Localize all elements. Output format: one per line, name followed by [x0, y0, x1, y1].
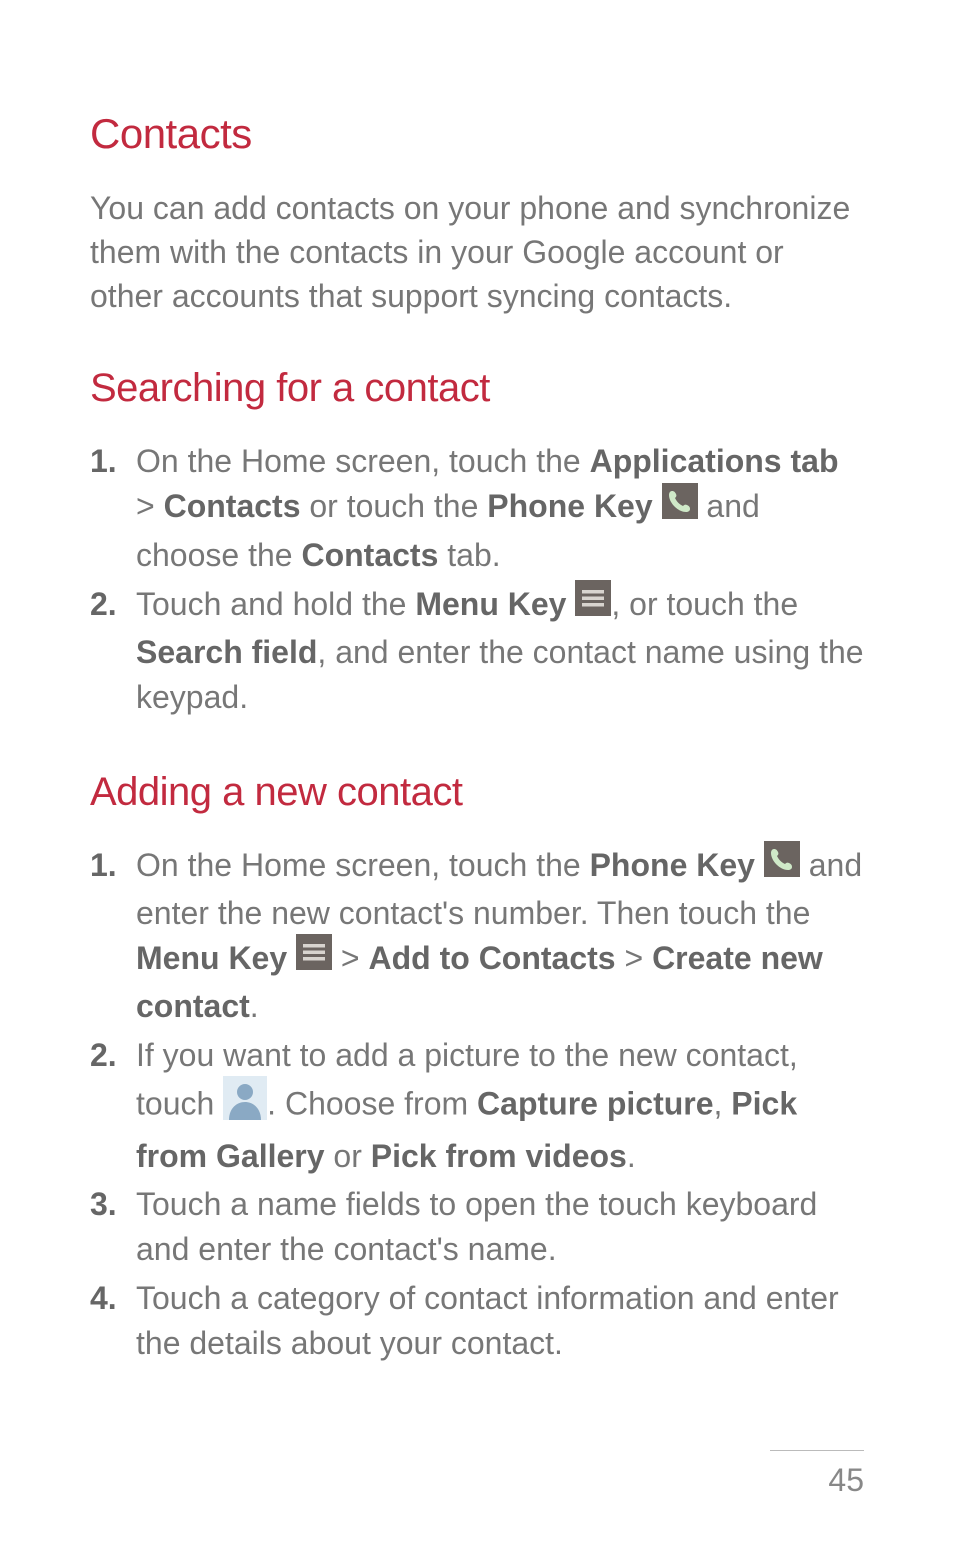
bold-text: Search field: [136, 634, 317, 670]
searching-heading: Searching for a contact: [90, 366, 864, 411]
list-number: 1.: [90, 843, 117, 888]
list-item: 1.On the Home screen, touch the Phone Ke…: [90, 843, 864, 1029]
bold-text: Phone Key: [590, 847, 755, 883]
searching-list: 1.On the Home screen, touch the Applicat…: [90, 439, 864, 719]
bold-text: Pick from videos: [371, 1138, 627, 1174]
phone-icon: [662, 483, 698, 531]
list-number: 2.: [90, 582, 117, 627]
adding-heading: Adding a new contact: [90, 770, 864, 815]
page-divider: [770, 1450, 864, 1451]
list-number: 1.: [90, 439, 117, 484]
bold-text: Contacts: [301, 537, 438, 573]
menu-icon: [575, 580, 611, 628]
bold-text: Add to Contacts: [369, 940, 616, 976]
page-number: 45: [828, 1462, 864, 1499]
bold-text: Phone Key: [487, 488, 652, 524]
list-number: 3.: [90, 1182, 117, 1227]
list-item: 2.If you want to add a picture to the ne…: [90, 1033, 864, 1178]
bold-text: Menu Key: [415, 586, 566, 622]
adding-list: 1.On the Home screen, touch the Phone Ke…: [90, 843, 864, 1366]
bold-text: Menu Key: [136, 940, 287, 976]
list-item: 1.On the Home screen, touch the Applicat…: [90, 439, 864, 577]
list-number: 2.: [90, 1033, 117, 1078]
person-icon: [223, 1076, 267, 1132]
contacts-heading: Contacts: [90, 110, 864, 158]
list-number: 4.: [90, 1276, 117, 1321]
list-item: 4.Touch a category of contact informatio…: [90, 1276, 864, 1366]
list-item: 3.Touch a name fields to open the touch …: [90, 1182, 864, 1272]
menu-icon: [296, 934, 332, 982]
bold-text: Applications tab: [590, 443, 839, 479]
bold-text: Contacts: [164, 488, 301, 524]
bold-text: Capture picture: [477, 1085, 713, 1121]
phone-icon: [764, 841, 800, 889]
contacts-intro: You can add contacts on your phone and s…: [90, 186, 864, 318]
list-item: 2.Touch and hold the Menu Key , or touch…: [90, 582, 864, 720]
